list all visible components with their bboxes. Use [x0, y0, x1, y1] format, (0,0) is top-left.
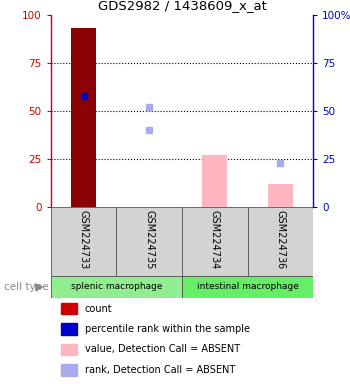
Text: value, Detection Call = ABSENT: value, Detection Call = ABSENT	[85, 344, 240, 354]
Bar	[116, 207, 182, 276]
Title: GDS2982 / 1438609_x_at: GDS2982 / 1438609_x_at	[98, 0, 266, 12]
Text: GSM224736: GSM224736	[275, 210, 286, 269]
Text: GSM224733: GSM224733	[78, 210, 89, 269]
Bar	[61, 323, 77, 335]
Text: GSM224735: GSM224735	[144, 210, 154, 269]
Text: intestinal macrophage: intestinal macrophage	[197, 283, 299, 291]
Text: percentile rank within the sample: percentile rank within the sample	[85, 324, 250, 334]
Bar	[71, 28, 96, 207]
Text: splenic macrophage: splenic macrophage	[71, 283, 162, 291]
Text: ▶: ▶	[35, 282, 43, 292]
Text: rank, Detection Call = ABSENT: rank, Detection Call = ABSENT	[85, 365, 235, 375]
Text: GSM224734: GSM224734	[210, 210, 220, 269]
Bar	[248, 207, 313, 276]
Bar	[182, 276, 313, 298]
Bar	[268, 184, 293, 207]
Bar	[61, 303, 77, 314]
Text: cell type: cell type	[4, 282, 48, 292]
Bar	[202, 155, 227, 207]
Bar	[51, 207, 116, 276]
Bar	[51, 276, 182, 298]
Bar	[61, 364, 77, 376]
Text: count: count	[85, 304, 112, 314]
Bar	[61, 344, 77, 355]
Bar	[182, 207, 248, 276]
